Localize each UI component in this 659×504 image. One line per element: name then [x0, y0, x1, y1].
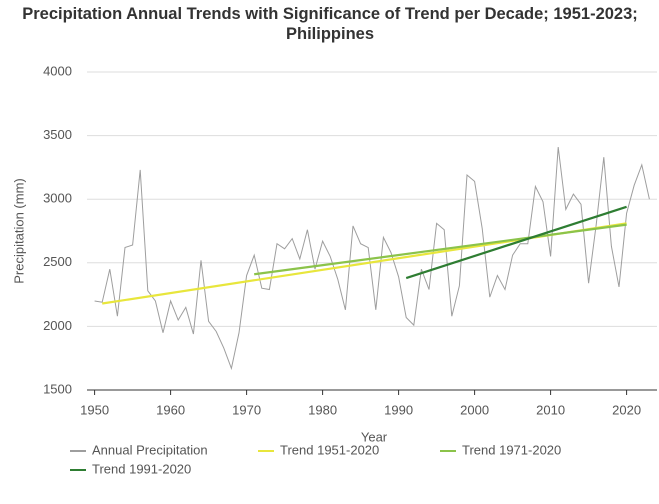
x-tick-label: 1990: [384, 402, 413, 417]
trend-line: [405, 205, 627, 280]
x-tick-label: 2010: [536, 402, 565, 417]
data-line: [94, 146, 650, 371]
x-tick-label: 1950: [80, 402, 109, 417]
legend-label: Trend 1951-2020: [280, 442, 379, 457]
y-tick-label: 2000: [43, 318, 72, 333]
x-tick-label: 2000: [460, 402, 489, 417]
y-axis-label: Precipitation (mm): [11, 178, 26, 283]
y-tick-label: 3000: [43, 191, 72, 206]
legend-label: Annual Precipitation: [92, 442, 208, 457]
x-tick-label: 1980: [308, 402, 337, 417]
legend-label: Trend 1991-2020: [92, 461, 191, 476]
x-tick-label: 1970: [232, 402, 261, 417]
x-tick-label: 2020: [612, 402, 641, 417]
y-tick-label: 2500: [43, 254, 72, 269]
x-tick-label: 1960: [156, 402, 185, 417]
y-tick-label: 3500: [43, 127, 72, 142]
x-axis-label: Year: [361, 429, 388, 444]
y-tick-label: 1500: [43, 381, 72, 396]
y-tick-label: 4000: [43, 63, 72, 78]
trend-line: [254, 223, 627, 276]
chart-title: Precipitation Annual Trends with Signifi…: [22, 5, 638, 43]
legend-label: Trend 1971-2020: [462, 442, 561, 457]
